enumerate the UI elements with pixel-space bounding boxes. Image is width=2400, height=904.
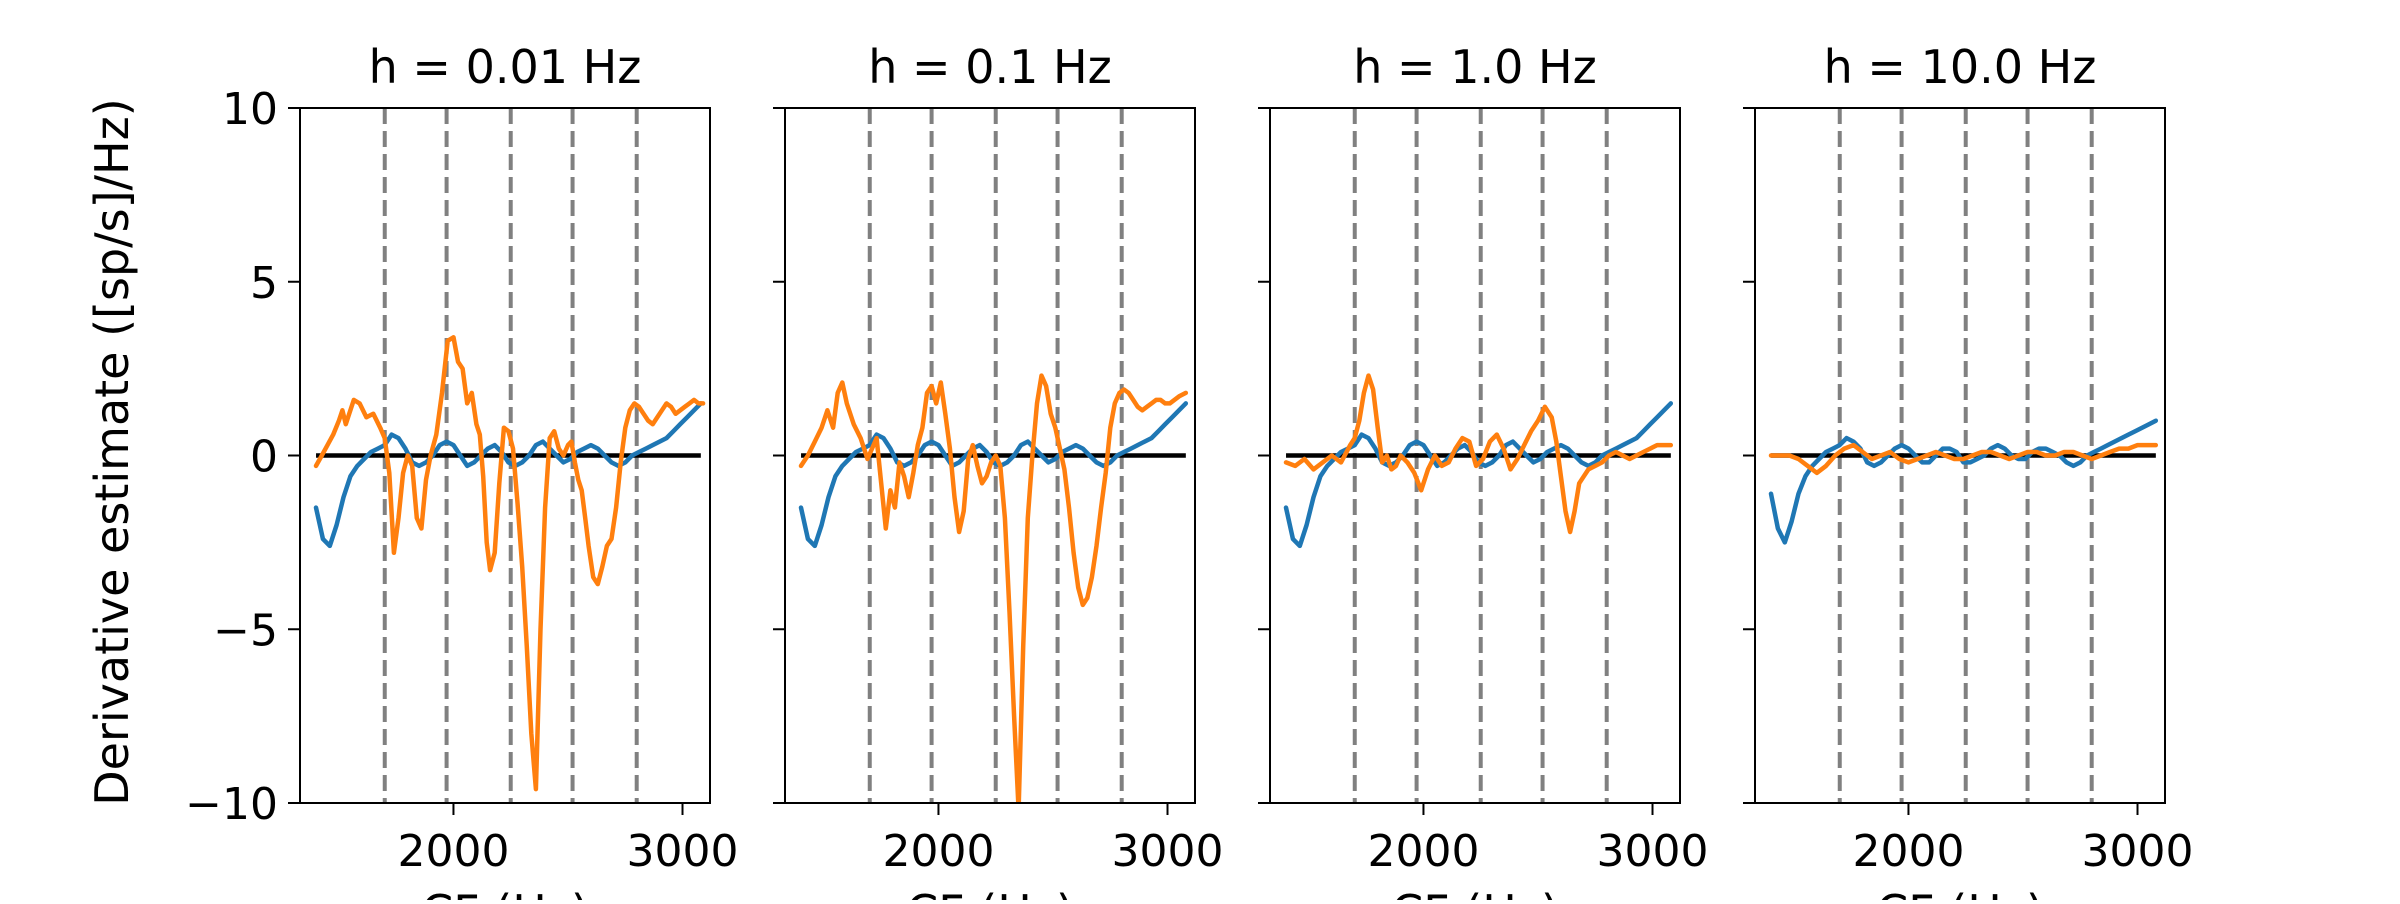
x-tick-label: 2000 <box>1367 826 1479 877</box>
x-tick-label: 3000 <box>1112 826 1224 877</box>
plot-area <box>1768 108 2159 803</box>
y-tick-label: −10 <box>185 779 278 830</box>
subplot-title: h = 0.01 Hz <box>369 40 642 94</box>
x-tick-label: 3000 <box>1597 826 1709 877</box>
subplot-3: h = 1.0 Hz 2000 3000 CF (Hz) <box>1258 40 1709 904</box>
series-line-1 <box>1283 401 1674 549</box>
series-line-1 <box>313 401 704 549</box>
x-axis-label: CF (Hz) <box>421 885 589 900</box>
y-tick-label: −5 <box>213 605 278 656</box>
x-tick-label: 3000 <box>627 826 739 877</box>
y-tick-label: 5 <box>250 258 278 309</box>
subplot-4: h = 10.0 Hz 2000 3000 CF (Hz) <box>1743 40 2194 904</box>
x-tick-label: 2000 <box>882 826 994 877</box>
series-line-2 <box>798 373 1189 803</box>
x-axis-label: CF (Hz) <box>1876 885 2044 900</box>
x-axis-label: CF (Hz) <box>906 885 1074 900</box>
y-tick-label: 0 <box>250 432 278 483</box>
subplot-title: h = 1.0 Hz <box>1353 40 1596 94</box>
subplot-1: h = 0.01 Hz 10 5 0 −5 −10 2000 3000 CF (Hz) <box>185 40 739 904</box>
plot-area <box>313 108 706 803</box>
x-axis-label: CF (Hz) <box>1391 885 1559 900</box>
subplot-2: h = 0.1 Hz 2000 3000 CF (Hz) <box>773 40 1224 904</box>
plot-area <box>1283 108 1674 803</box>
subplot-title: h = 0.1 Hz <box>868 40 1111 94</box>
series-line-2 <box>313 335 706 792</box>
y-tick-label: 10 <box>222 84 278 135</box>
x-tick-label: 2000 <box>397 826 509 877</box>
x-tick-label: 3000 <box>2082 826 2194 877</box>
x-tick-label: 2000 <box>1852 826 1964 877</box>
series-line-1 <box>1768 418 2159 545</box>
plot-area <box>798 108 1189 803</box>
y-axis-label: Derivative estimate ([sp/s]/Hz) <box>85 98 139 805</box>
series-line-2 <box>1283 373 1674 535</box>
series-line-2 <box>1768 442 2159 476</box>
subplot-title: h = 10.0 Hz <box>1824 40 2097 94</box>
series-line-1 <box>798 401 1189 549</box>
